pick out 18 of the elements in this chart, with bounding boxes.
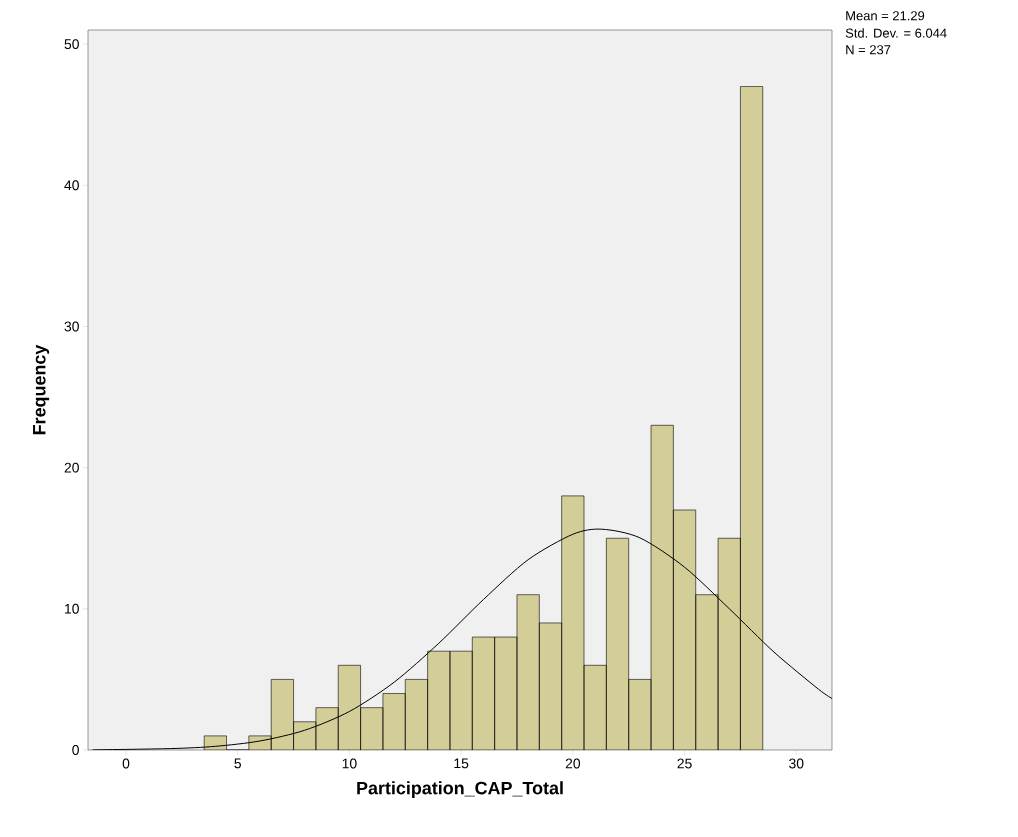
- y-tick-label: 0: [72, 745, 79, 755]
- x-axis-title: Participation_CAP_Total: [357, 781, 563, 798]
- text: N = 237: [846, 45, 891, 55]
- y-axis-title: Frequency: [33, 344, 50, 435]
- text: Mean = 21.29: [846, 11, 925, 21]
- x-tick-label: 0: [122, 758, 130, 769]
- y-tick-label: 40: [64, 180, 79, 191]
- x-tick-label: 25: [677, 758, 692, 769]
- x-tick-label: 5: [234, 758, 241, 769]
- x-tick-label: 15: [454, 758, 469, 769]
- y-tick-label: 30: [64, 321, 79, 332]
- y-tick-label: 50: [64, 39, 79, 50]
- text: Std. Dev. = 6.044: [845, 28, 947, 38]
- y-tick-label: 10: [65, 603, 79, 614]
- x-tick-label: 10: [342, 758, 357, 769]
- y-tick-label: 20: [64, 462, 79, 473]
- x-tick-label: 20: [565, 758, 581, 769]
- x-tick-label: 30: [789, 758, 804, 769]
